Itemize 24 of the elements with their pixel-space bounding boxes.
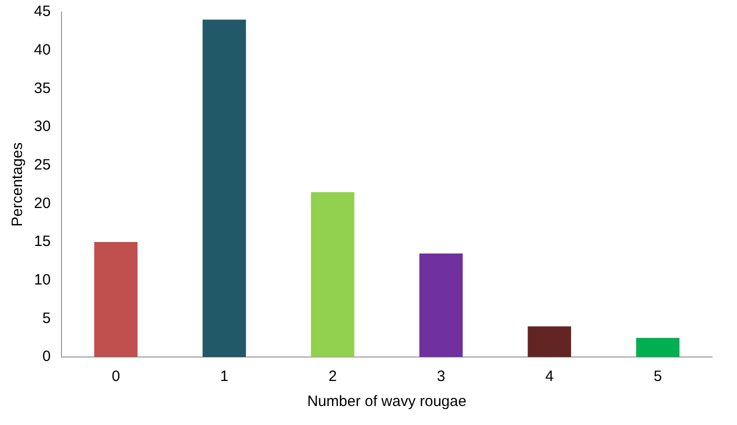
- bar: [202, 20, 246, 357]
- y-tick-label: 0: [42, 348, 51, 366]
- y-tick-label: 5: [42, 310, 51, 327]
- bar: [419, 254, 463, 357]
- x-axis-title: Number of wavy rougae: [307, 393, 466, 410]
- y-tick-label: 15: [34, 233, 51, 250]
- y-axis-title: Percentages: [9, 142, 26, 227]
- bar: [528, 326, 572, 357]
- y-tick-label: 40: [34, 41, 51, 58]
- y-tick-label: 25: [34, 156, 51, 174]
- x-tick-label: 4: [545, 368, 554, 386]
- x-tick-label: 1: [220, 368, 228, 386]
- y-tick-label: 45: [34, 3, 51, 20]
- y-tick-label: 20: [34, 194, 51, 212]
- x-tick-label: 2: [328, 368, 337, 386]
- x-tick-label: 3: [436, 368, 446, 386]
- bar: [94, 242, 138, 357]
- x-tick-label: 0: [112, 368, 120, 386]
- y-tick-label: 35: [34, 80, 51, 97]
- y-tick-label: 10: [34, 271, 51, 288]
- x-tick-label: 5: [654, 368, 662, 386]
- y-tick-label: 30: [34, 118, 51, 136]
- bar: [310, 192, 354, 357]
- bar: [636, 338, 680, 357]
